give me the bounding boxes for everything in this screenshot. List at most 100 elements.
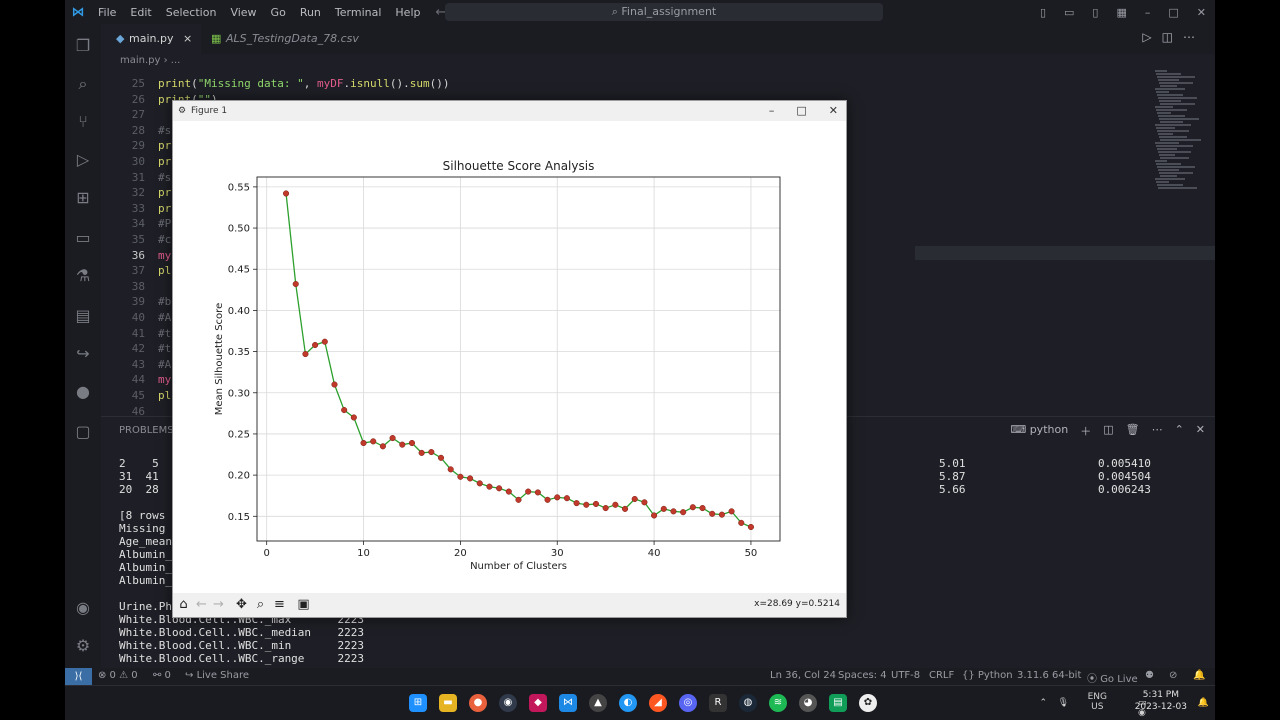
code-editor[interactable]: 25 print("Missing data: ", myDF.isnull().… xyxy=(101,70,1141,418)
figure-close-icon[interactable]: ✕ xyxy=(828,104,838,117)
network-volume-battery-icons[interactable]: ▭ ◉ ☁ xyxy=(1138,698,1147,720)
more-icon[interactable]: ⋯ xyxy=(1151,423,1163,436)
language-mode[interactable]: {} Python xyxy=(962,670,1013,681)
account-icon[interactable]: ◉ xyxy=(76,598,90,617)
tab-main-py[interactable]: ◆ main.py × xyxy=(101,24,201,54)
search-icon: ⌕ xyxy=(611,5,622,18)
docker-icon[interactable]: ▤ xyxy=(75,306,91,325)
cursor-position[interactable]: Ln 36, Col 24 xyxy=(770,670,836,681)
manage-gear-icon[interactable]: ⚙ xyxy=(75,636,91,655)
ports-count[interactable]: ⚯ 0 xyxy=(153,670,171,681)
search-sidebar-icon[interactable]: ⌕ xyxy=(78,74,88,93)
toggle-secondary-sidebar-icon[interactable]: ▯ xyxy=(1092,5,1099,19)
tab-problems[interactable]: PROBLEMS xyxy=(119,425,174,436)
remote-indicator-icon[interactable]: ⟩⟨ xyxy=(65,668,92,685)
toggle-sidebar-icon[interactable]: ▯ xyxy=(1039,5,1046,19)
menu-edit[interactable]: Edit xyxy=(130,5,152,19)
code-text: my xyxy=(158,248,171,264)
split-terminal-icon[interactable]: ◫ xyxy=(1103,423,1114,436)
live-share-status[interactable]: ↪ Live Share xyxy=(185,670,250,681)
menu-selection[interactable]: Selection xyxy=(165,5,217,19)
data-point xyxy=(312,341,319,349)
rstudio-icon[interactable]: R xyxy=(709,694,727,712)
start-button-icon[interactable]: ⊞ xyxy=(409,694,427,712)
github-icon[interactable]: ● xyxy=(76,382,90,401)
code-token: #s xyxy=(158,123,172,137)
figure-maximize-icon[interactable]: □ xyxy=(796,104,807,117)
vscode-taskbar-icon[interactable]: ⋈ xyxy=(559,694,577,712)
notification-center-icon[interactable]: 🔔 xyxy=(1197,698,1209,708)
indentation[interactable]: Spaces: 4 xyxy=(838,670,887,681)
notifications-bell-icon[interactable]: 🔔 xyxy=(1193,670,1206,681)
customize-layout-icon[interactable]: ▦ xyxy=(1116,5,1127,19)
discord-icon[interactable]: ◎ xyxy=(679,694,697,712)
chat-icon[interactable]: ▢ xyxy=(75,422,91,441)
tab-als-testing-csv[interactable]: ▦ ALS_TestingData_78.csv xyxy=(209,24,359,54)
notepad-icon[interactable]: ▤ xyxy=(829,694,847,712)
more-actions-icon[interactable]: ⋯ xyxy=(1183,30,1205,44)
run-python-icon[interactable]: ▷ xyxy=(1142,30,1162,44)
configure-subplots-icon[interactable]: ≡ xyxy=(274,597,285,612)
testing-icon[interactable]: ⚗ xyxy=(75,266,91,285)
explorer-icon[interactable]: ❐ xyxy=(75,36,91,55)
figure-minimize-icon[interactable]: – xyxy=(768,104,775,117)
remote-explorer-icon[interactable]: ▭ xyxy=(75,228,91,247)
go-live-button[interactable]: ⦿ Go Live xyxy=(1087,674,1138,685)
jetbrains-icon[interactable]: ◆ xyxy=(529,694,547,712)
browser-icon[interactable]: ◐ xyxy=(619,694,637,712)
command-center-search[interactable]: ⌕ Final_assignment xyxy=(445,3,883,21)
live-share-icon[interactable]: ↪ xyxy=(76,344,90,363)
back-arrow-icon[interactable]: ← xyxy=(435,4,447,20)
source-control-icon[interactable]: ⑂ xyxy=(78,112,88,131)
copilot-icon[interactable]: ⚉ xyxy=(1145,670,1154,681)
new-terminal-icon[interactable]: ＋ xyxy=(1080,425,1092,438)
menu-go[interactable]: Go xyxy=(270,5,286,19)
toggle-panel-icon[interactable]: ▭ xyxy=(1064,5,1075,19)
line-endings[interactable]: CRLF xyxy=(929,670,955,681)
maximize-panel-icon[interactable]: ⌃ xyxy=(1174,423,1184,436)
back-icon[interactable]: ← xyxy=(196,597,207,612)
python-taskbar-icon[interactable]: ✿ xyxy=(859,694,877,712)
plot-canvas[interactable]: 0 10 20 30 40 50 0.15 0.20 0.25 0.30 0.35 0.40 0.45 0… xyxy=(173,121,846,593)
firefox-icon[interactable]: ● xyxy=(469,694,487,712)
close-tab-icon[interactable]: × xyxy=(183,32,193,45)
run-debug-icon[interactable]: ▷ xyxy=(76,150,90,169)
minimize-icon[interactable]: – xyxy=(1144,5,1151,19)
close-window-icon[interactable]: ✕ xyxy=(1196,5,1206,19)
steam-icon[interactable]: ◍ xyxy=(739,694,757,712)
menu-view[interactable]: View xyxy=(230,5,257,19)
home-icon[interactable]: ⌂ xyxy=(179,597,188,612)
github-desktop-icon[interactable]: ◕ xyxy=(799,694,817,712)
encoding[interactable]: UTF-8 xyxy=(891,670,921,681)
microphone-icon[interactable]: 🎙 xyxy=(1057,698,1069,708)
no-remote-icon[interactable]: ⊘ xyxy=(1169,670,1178,681)
forward-icon[interactable]: → xyxy=(213,597,224,612)
brave-icon[interactable]: ◢ xyxy=(649,694,667,712)
extensions-icon[interactable]: ⊞ xyxy=(76,188,90,207)
menu-run[interactable]: Run xyxy=(299,5,321,19)
obs-icon[interactable]: ◉ xyxy=(499,694,517,712)
app-icon[interactable]: ▲ xyxy=(589,694,607,712)
breadcrumb[interactable]: main.py › ... xyxy=(120,55,181,66)
problems-count[interactable]: ⊗ 0 ⚠ 0 xyxy=(98,670,138,681)
kill-terminal-icon[interactable]: 🗑 xyxy=(1125,423,1140,436)
data-point xyxy=(476,480,483,487)
menu-terminal[interactable]: Terminal xyxy=(334,5,382,19)
menu-file[interactable]: File xyxy=(98,5,117,19)
minimap[interactable] xyxy=(1155,70,1205,200)
input-language[interactable]: ENG US xyxy=(1087,692,1107,712)
save-figure-icon[interactable]: ▣ xyxy=(297,597,310,612)
file-explorer-icon[interactable]: ▬ xyxy=(439,694,457,712)
menu-help[interactable]: Help xyxy=(395,5,421,19)
clock[interactable]: 5:31 PM 2023-12-03 xyxy=(1134,690,1187,712)
close-panel-icon[interactable]: ✕ xyxy=(1195,423,1205,436)
spotify-icon[interactable]: ≋ xyxy=(769,694,787,712)
tray-overflow-icon[interactable]: ⌃ xyxy=(1039,698,1047,708)
zoom-icon[interactable]: ⌕ xyxy=(256,597,265,612)
split-editor-icon[interactable]: ◫ xyxy=(1161,30,1183,44)
python-interpreter[interactable]: 3.11.6 64-bit xyxy=(1017,670,1082,681)
terminal-profile[interactable]: ⌨ python xyxy=(1010,423,1069,436)
data-point xyxy=(660,505,667,512)
maximize-icon[interactable]: □ xyxy=(1168,5,1179,19)
pan-icon[interactable]: ✥ xyxy=(236,597,247,612)
